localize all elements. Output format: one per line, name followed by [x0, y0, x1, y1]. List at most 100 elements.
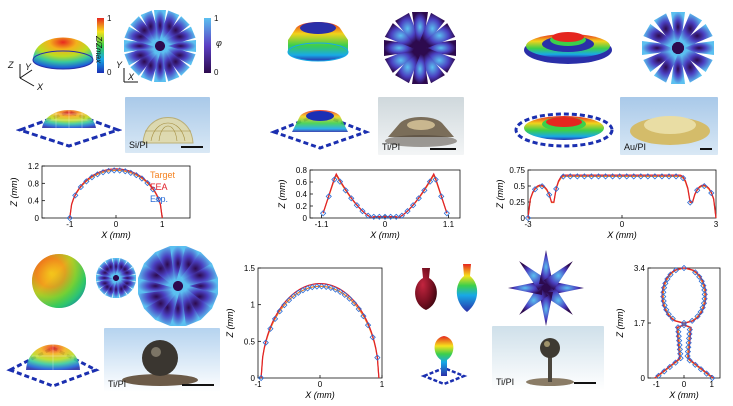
- exp-point: [313, 283, 321, 290]
- exp-point: [680, 319, 688, 327]
- exp-point: [387, 213, 394, 220]
- exp-point: [689, 317, 696, 324]
- y-tick-label: 0: [35, 214, 40, 223]
- axes-triad-z: Z: [8, 60, 14, 70]
- x-tick-label: 0: [383, 220, 388, 229]
- plateau-height-render: [524, 32, 612, 64]
- legend-exp: Exp.: [150, 194, 169, 204]
- y-tick-label: 1: [251, 301, 256, 310]
- pattern-ray: [163, 45, 196, 66]
- y-tick-label: 0.6: [296, 178, 308, 187]
- exp-point: [686, 330, 693, 338]
- exp-point: [574, 173, 581, 180]
- pattern-ray: [176, 245, 201, 283]
- pattern-ray: [105, 258, 117, 276]
- exp-point: [672, 173, 680, 180]
- y-tick-label: 3.4: [634, 264, 646, 273]
- pattern-ray: [124, 45, 157, 66]
- exp-point: [359, 208, 366, 215]
- exp-point: [660, 284, 668, 291]
- exp-point: [687, 199, 694, 206]
- exp-point: [660, 297, 667, 305]
- y-tick-label: 0.5: [514, 182, 526, 191]
- pattern-ray: [96, 267, 114, 279]
- pattern-ray: [423, 23, 456, 49]
- pattern-ray: [99, 279, 115, 295]
- y-tick-label: 0.8: [28, 179, 40, 188]
- exp-point: [581, 173, 588, 180]
- pattern-ray: [681, 48, 713, 73]
- exp-point: [155, 196, 162, 203]
- sphere-render: [32, 254, 86, 308]
- x-axis-label: X (mm): [606, 230, 637, 240]
- y-tick-label: 0.2: [296, 202, 308, 211]
- exp-point: [257, 374, 265, 382]
- exp-point: [318, 283, 325, 290]
- pattern-ray: [181, 263, 219, 288]
- fea-sphere-mesh: [6, 340, 100, 388]
- exp-point: [262, 339, 269, 346]
- exp-point: [623, 173, 630, 180]
- exp-point: [665, 173, 673, 180]
- exp-point: [404, 208, 411, 215]
- chart-profile-5: -1 0 1 0 1.7 3.4 X (mm) Z (mm): [615, 264, 721, 400]
- pattern-ray: [384, 47, 417, 73]
- exp-point: [669, 315, 676, 322]
- photo-2-scalebar: [430, 148, 456, 150]
- pattern-ray: [130, 16, 159, 45]
- exp-point: [348, 195, 355, 202]
- pattern-ray: [178, 252, 212, 286]
- exp-point: [658, 173, 666, 180]
- photo-5-vase: [526, 338, 574, 386]
- colorbar-height-label: Z/Zmax: [94, 36, 103, 64]
- x-tick-label: 1.1: [443, 220, 455, 229]
- exp-point: [667, 271, 674, 278]
- y-tick-label: 0.4: [296, 190, 308, 199]
- exp-point: [630, 173, 637, 180]
- ring-height-render: [287, 22, 349, 62]
- x-tick-label: 0: [114, 220, 119, 229]
- exp-point: [701, 182, 708, 190]
- pattern-ray: [419, 12, 445, 45]
- exp-point: [685, 339, 692, 346]
- y-tick-label: 0.25: [509, 198, 525, 207]
- exp-point: [285, 296, 293, 304]
- phi-pattern-1: [124, 10, 196, 82]
- y-tick-label: 0: [303, 214, 308, 223]
- pattern-ray: [539, 250, 553, 284]
- pattern-ray: [423, 47, 456, 73]
- photo-4-sphere: [122, 340, 198, 386]
- vase-photo-render: [415, 268, 437, 310]
- phi-pattern-4: [96, 258, 136, 298]
- exp-point: [595, 173, 602, 180]
- exp-point: [672, 267, 679, 274]
- plot-frame: [257, 267, 383, 379]
- exp-point: [637, 173, 644, 180]
- exp-point: [122, 168, 129, 175]
- exp-point: [602, 173, 609, 180]
- pattern-ray: [117, 279, 133, 295]
- vase-height-render: [456, 264, 478, 312]
- exp-point: [271, 315, 279, 322]
- exp-point: [696, 273, 703, 280]
- pattern-ray: [543, 261, 573, 291]
- exp-point: [684, 348, 692, 355]
- fea-vase-mesh: [420, 336, 468, 386]
- exp-point: [664, 275, 671, 283]
- y-tick-label: 1.2: [28, 162, 40, 171]
- pattern-ray: [395, 51, 421, 84]
- pattern-ray: [130, 47, 159, 76]
- exp-point: [432, 176, 439, 183]
- exp-point: [111, 167, 118, 174]
- exp-point: [281, 301, 288, 309]
- x-tick-label: 3: [714, 220, 719, 229]
- chart-profile-1: -1 0 1 0 0.4 0.8 1.2 X (mm) Z (mm): [9, 162, 191, 240]
- exp-point: [660, 293, 667, 300]
- pattern-ray: [419, 51, 445, 84]
- exp-point: [410, 202, 417, 209]
- photo-2: Ti/PI: [378, 97, 464, 155]
- exp-point: [703, 370, 710, 377]
- pattern-ray: [118, 267, 136, 279]
- exp-point: [676, 346, 684, 353]
- exp-point: [426, 178, 434, 185]
